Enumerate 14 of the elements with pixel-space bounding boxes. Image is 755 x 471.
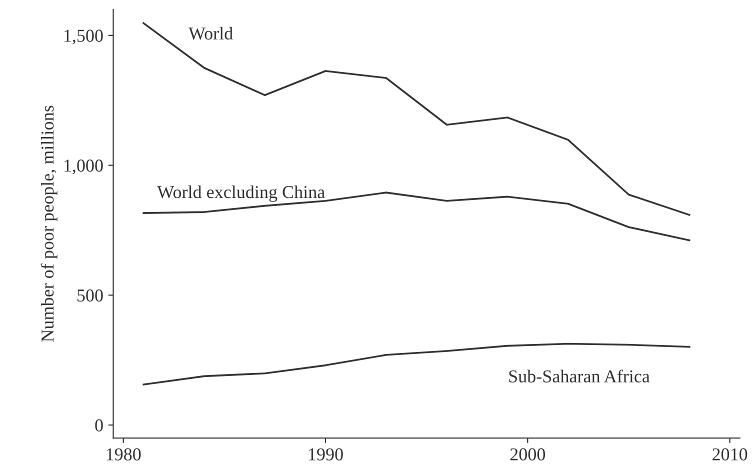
y-tick-label: 1,000 [64, 160, 103, 174]
x-tick-label: 2010 [712, 448, 748, 460]
series-label: World [188, 26, 233, 40]
x-tick-label: 1980 [106, 448, 141, 460]
line-series [142, 22, 690, 216]
y-tick-label: 1,500 [64, 30, 103, 44]
y-tick-label: 500 [77, 289, 103, 302]
series-label: World excluding China [157, 185, 325, 202]
x-tick-label: 1990 [309, 448, 343, 460]
line-series [142, 342, 690, 386]
y-tick-label: 0 [95, 419, 103, 432]
y-axis-title: Number of poor people, millions [40, 106, 58, 342]
x-tick-label: 2000 [510, 448, 546, 460]
series-label: Sub-Saharan Africa [509, 370, 650, 382]
